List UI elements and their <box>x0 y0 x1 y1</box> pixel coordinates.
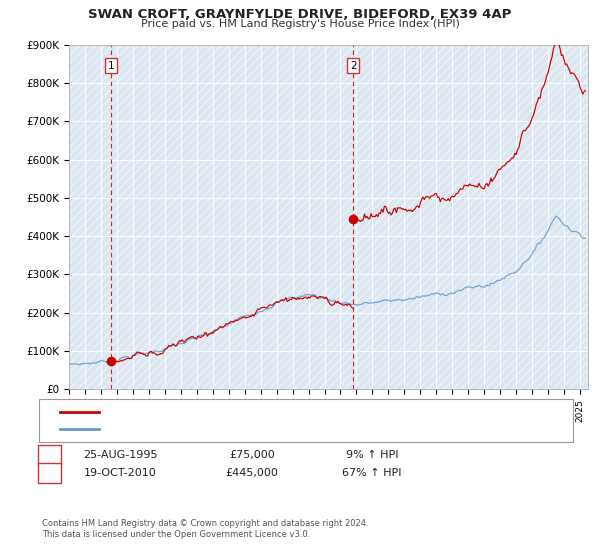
Text: 25-AUG-1995: 25-AUG-1995 <box>83 450 157 460</box>
Text: 9% ↑ HPI: 9% ↑ HPI <box>346 450 398 460</box>
Text: 2: 2 <box>46 468 53 478</box>
Text: SWAN CROFT, GRAYNFYLDE DRIVE, BIDEFORD, EX39 4AP (detached house): SWAN CROFT, GRAYNFYLDE DRIVE, BIDEFORD, … <box>105 408 461 417</box>
Text: 67% ↑ HPI: 67% ↑ HPI <box>342 468 402 478</box>
Text: SWAN CROFT, GRAYNFYLDE DRIVE, BIDEFORD, EX39 4AP: SWAN CROFT, GRAYNFYLDE DRIVE, BIDEFORD, … <box>88 8 512 21</box>
Text: £75,000: £75,000 <box>229 450 275 460</box>
Text: 2: 2 <box>350 61 356 71</box>
Text: £445,000: £445,000 <box>226 468 278 478</box>
Text: 1: 1 <box>46 450 53 460</box>
Text: 19-OCT-2010: 19-OCT-2010 <box>83 468 157 478</box>
Text: 1: 1 <box>108 61 115 71</box>
Text: This data is licensed under the Open Government Licence v3.0.: This data is licensed under the Open Gov… <box>42 530 310 539</box>
Text: Contains HM Land Registry data © Crown copyright and database right 2024.: Contains HM Land Registry data © Crown c… <box>42 519 368 528</box>
Text: HPI: Average price, detached house, Torridge: HPI: Average price, detached house, Torr… <box>105 424 319 433</box>
Text: Price paid vs. HM Land Registry's House Price Index (HPI): Price paid vs. HM Land Registry's House … <box>140 19 460 29</box>
